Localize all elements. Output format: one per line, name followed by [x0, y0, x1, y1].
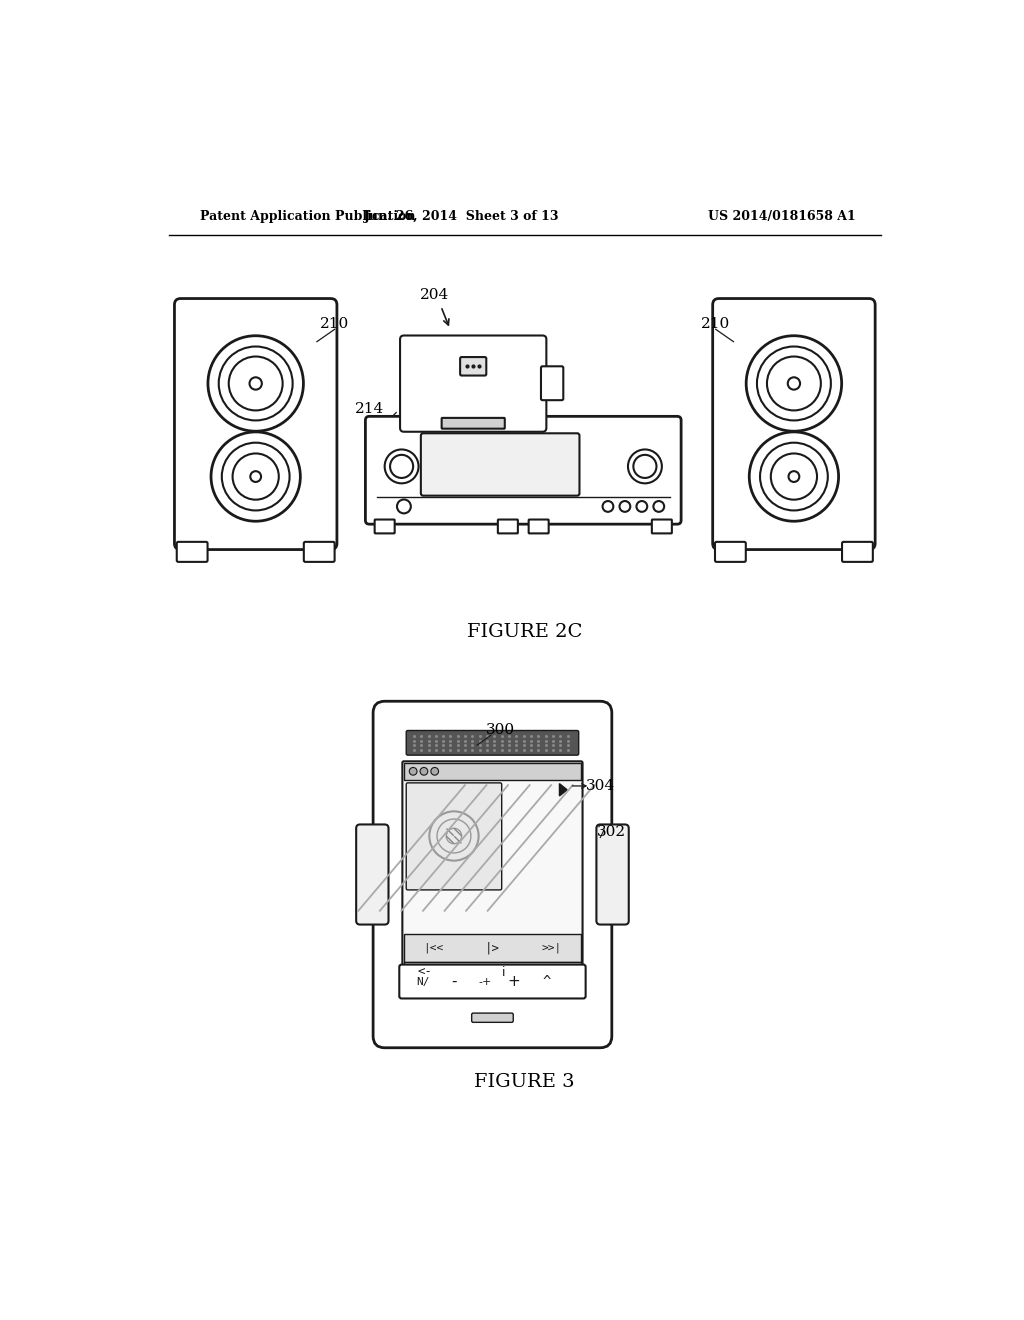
FancyBboxPatch shape — [402, 762, 583, 987]
Text: i: i — [502, 966, 506, 979]
FancyBboxPatch shape — [541, 367, 563, 400]
FancyBboxPatch shape — [403, 933, 581, 961]
FancyBboxPatch shape — [472, 1014, 513, 1022]
FancyBboxPatch shape — [421, 433, 580, 496]
FancyBboxPatch shape — [373, 701, 611, 1048]
FancyBboxPatch shape — [174, 298, 337, 549]
Text: 210: 210 — [701, 317, 730, 331]
FancyBboxPatch shape — [498, 520, 518, 533]
Circle shape — [431, 767, 438, 775]
FancyBboxPatch shape — [528, 520, 549, 533]
Circle shape — [787, 378, 800, 389]
Text: 300: 300 — [485, 723, 515, 737]
Text: FIGURE 3: FIGURE 3 — [474, 1073, 575, 1092]
Text: 210: 210 — [319, 317, 349, 331]
FancyBboxPatch shape — [407, 783, 502, 890]
FancyBboxPatch shape — [460, 358, 486, 376]
Text: |<<: |<< — [423, 942, 443, 953]
Text: Jun. 26, 2014  Sheet 3 of 13: Jun. 26, 2014 Sheet 3 of 13 — [364, 210, 559, 223]
Text: 214: 214 — [354, 401, 384, 416]
Circle shape — [410, 767, 417, 775]
Circle shape — [250, 471, 261, 482]
Text: US 2014/0181658 A1: US 2014/0181658 A1 — [708, 210, 856, 223]
FancyBboxPatch shape — [400, 335, 547, 432]
FancyBboxPatch shape — [596, 825, 629, 924]
Text: >>|: >>| — [542, 942, 562, 953]
Text: 304: 304 — [586, 779, 614, 793]
Text: 302: 302 — [597, 825, 627, 840]
Text: FIGURE 2C: FIGURE 2C — [467, 623, 583, 642]
Text: -: - — [452, 974, 457, 989]
Text: -+: -+ — [478, 977, 492, 986]
Circle shape — [420, 767, 428, 775]
FancyBboxPatch shape — [403, 763, 581, 780]
FancyBboxPatch shape — [715, 543, 745, 562]
Text: Patent Application Publication: Patent Application Publication — [200, 210, 416, 223]
FancyBboxPatch shape — [356, 825, 388, 924]
FancyBboxPatch shape — [403, 961, 581, 983]
Text: +: + — [508, 974, 520, 989]
FancyBboxPatch shape — [441, 418, 505, 429]
Text: |>: |> — [485, 941, 500, 954]
FancyBboxPatch shape — [304, 543, 335, 562]
FancyBboxPatch shape — [842, 543, 872, 562]
Text: <-: <- — [418, 966, 433, 979]
FancyBboxPatch shape — [713, 298, 876, 549]
FancyBboxPatch shape — [407, 730, 579, 755]
Circle shape — [250, 378, 262, 389]
FancyBboxPatch shape — [366, 416, 681, 524]
Text: ^: ^ — [542, 974, 551, 989]
Polygon shape — [559, 784, 567, 796]
FancyBboxPatch shape — [652, 520, 672, 533]
Circle shape — [788, 471, 800, 482]
FancyBboxPatch shape — [375, 520, 394, 533]
FancyBboxPatch shape — [399, 965, 586, 998]
Text: N/: N/ — [417, 977, 430, 986]
Text: 204: 204 — [420, 289, 450, 302]
FancyBboxPatch shape — [177, 543, 208, 562]
